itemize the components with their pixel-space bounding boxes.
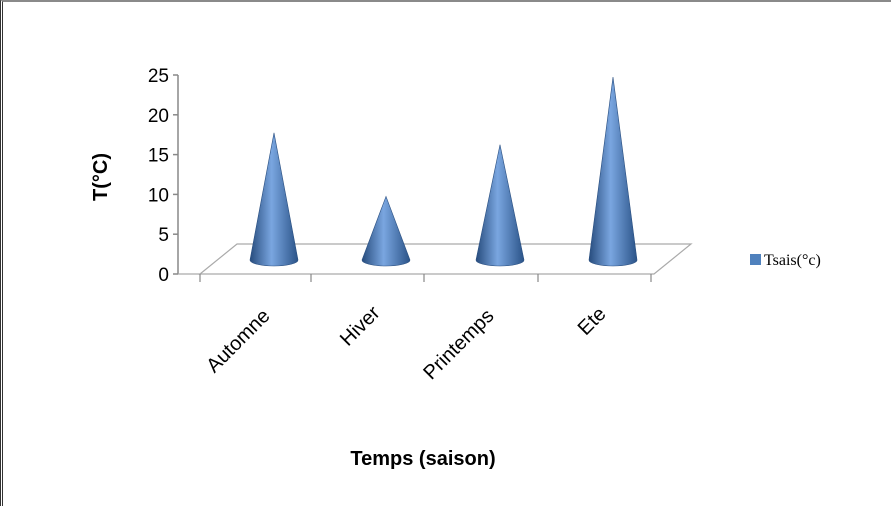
y-tick-label: 5 (158, 225, 169, 246)
cone-bar-printemps (475, 144, 525, 267)
x-tick-label: Printemps (419, 305, 498, 384)
x-tick-label: Hiver (336, 302, 385, 351)
y-tick-label: 15 (148, 146, 169, 167)
cone-body (588, 77, 638, 267)
cone-bar-automne (249, 132, 299, 267)
cone-body (249, 132, 299, 267)
legend-label: Tsais(°c) (764, 252, 821, 269)
cones (249, 77, 638, 267)
x-tick-labels: Automne Hiver Printemps Ete (202, 302, 610, 384)
y-tick-labels: 0 5 10 15 20 25 (148, 66, 178, 286)
y-tick-label: 20 (148, 106, 169, 127)
cone-bar-hiver (361, 195, 411, 267)
cone-body (475, 144, 525, 267)
chart-floor (178, 243, 693, 282)
floor-outline (198, 243, 693, 275)
x-axis-title: Temps (saison) (350, 448, 495, 470)
cone-body (361, 195, 411, 267)
x-tick-label: Ete (574, 303, 611, 340)
cone-bar-ete (588, 77, 638, 267)
y-tick-label: 25 (148, 66, 169, 87)
y-tick-label: 10 (148, 185, 169, 206)
legend-swatch (750, 254, 761, 265)
legend: Tsais(°c) (750, 252, 821, 269)
chart-canvas: 0 5 10 15 20 25 Automne Hiver Printemps Ete T(°C… (90, 66, 821, 470)
y-axis-title: T(°C) (90, 153, 112, 201)
x-tick-label: Automne (202, 305, 274, 377)
y-tick-label: 0 (158, 265, 169, 286)
